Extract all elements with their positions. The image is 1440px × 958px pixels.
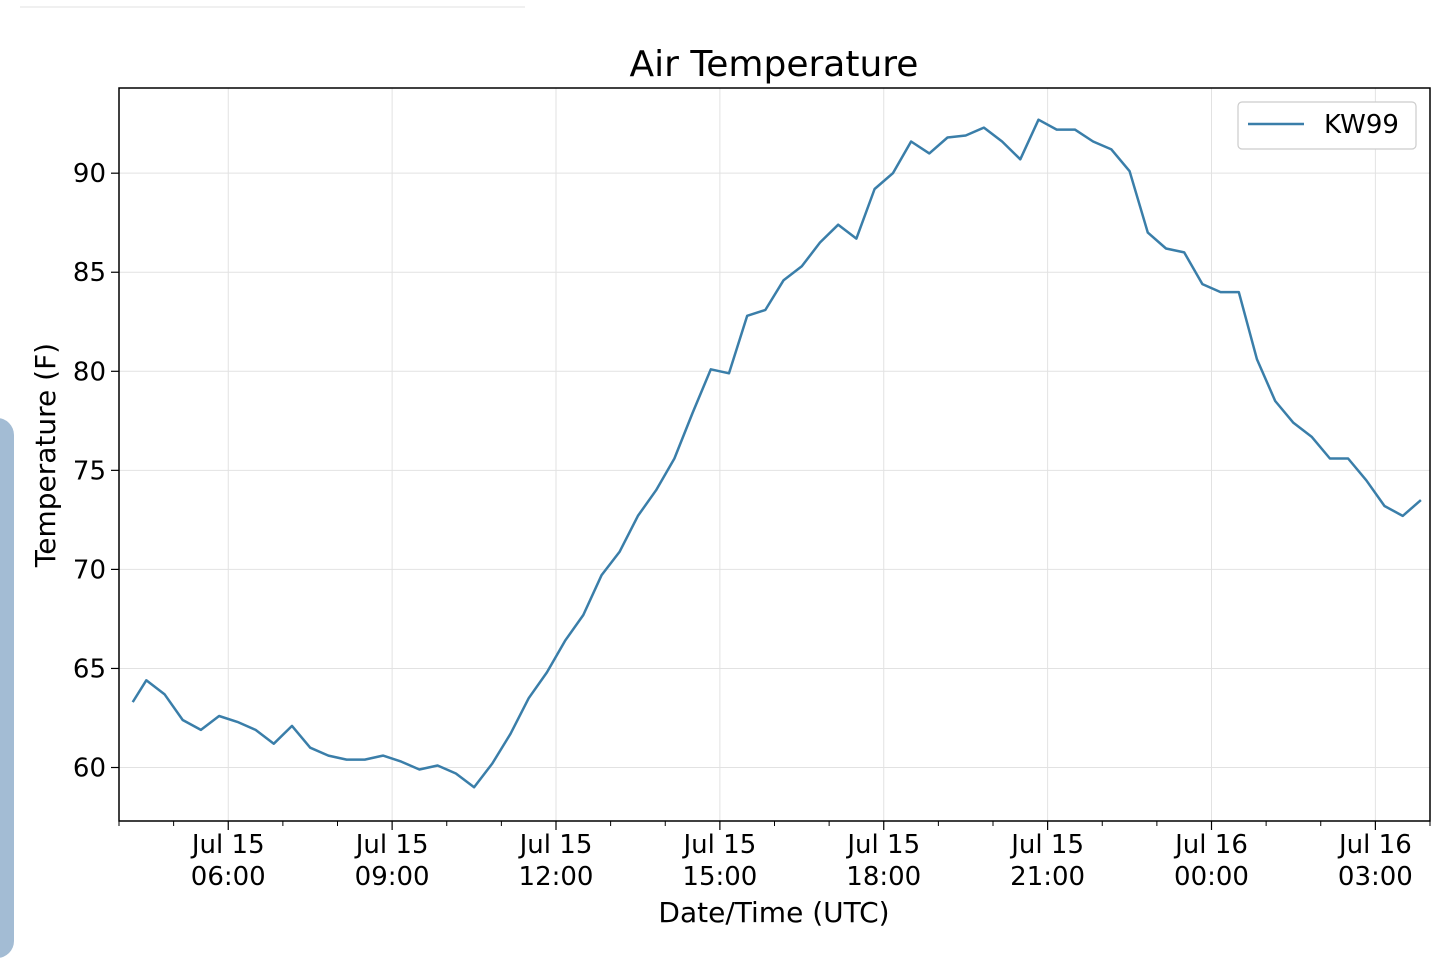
y-tick-label: 75 [73, 456, 106, 486]
x-tick-label-date: Jul 15 [682, 830, 757, 860]
x-tick-label-date: Jul 16 [1173, 830, 1248, 860]
y-axis-ticks: 60 65 70 75 80 85 90 [73, 159, 119, 784]
y-tick-label: 70 [73, 555, 106, 585]
x-tick-label-time: 15:00 [682, 862, 757, 892]
x-tick-label-time: 06:00 [191, 862, 266, 892]
grid-lines [119, 88, 1430, 821]
x-tick-label-date: Jul 16 [1337, 830, 1412, 860]
y-tick-label: 60 [73, 754, 106, 784]
series-group [131, 118, 1422, 789]
side-panel-edge [0, 418, 14, 958]
x-tick-label-date: Jul 15 [1009, 830, 1084, 860]
x-tick-label-date: Jul 15 [354, 830, 429, 860]
legend: KW99 [1237, 101, 1417, 150]
y-tick-label: 90 [73, 159, 106, 189]
x-axis-label: Date/Time (UTC) [658, 896, 889, 929]
y-tick-label: 85 [73, 258, 106, 288]
chart-title: Air Temperature [630, 44, 919, 85]
x-tick-label-date: Jul 15 [518, 830, 593, 860]
x-tick-label-time: 18:00 [846, 862, 921, 892]
x-tick-label-time: 21:00 [1010, 862, 1085, 892]
legend-box [1237, 101, 1417, 150]
series-line-kw99 [131, 118, 1422, 789]
plot-background [119, 88, 1430, 821]
y-axis-label: Temperature (F) [29, 343, 62, 568]
y-tick-label: 65 [73, 654, 106, 684]
x-tick-label-time: 09:00 [355, 862, 430, 892]
x-tick-label-date: Jul 15 [190, 830, 265, 860]
top-divider [20, 6, 525, 8]
y-tick-label: 80 [73, 357, 106, 387]
legend-label-kw99: KW99 [1324, 110, 1399, 140]
x-tick-label-date: Jul 15 [845, 830, 920, 860]
x-tick-label-time: 12:00 [519, 862, 594, 892]
x-tick-label-time: 00:00 [1174, 862, 1249, 892]
x-tick-label-time: 03:00 [1338, 862, 1413, 892]
